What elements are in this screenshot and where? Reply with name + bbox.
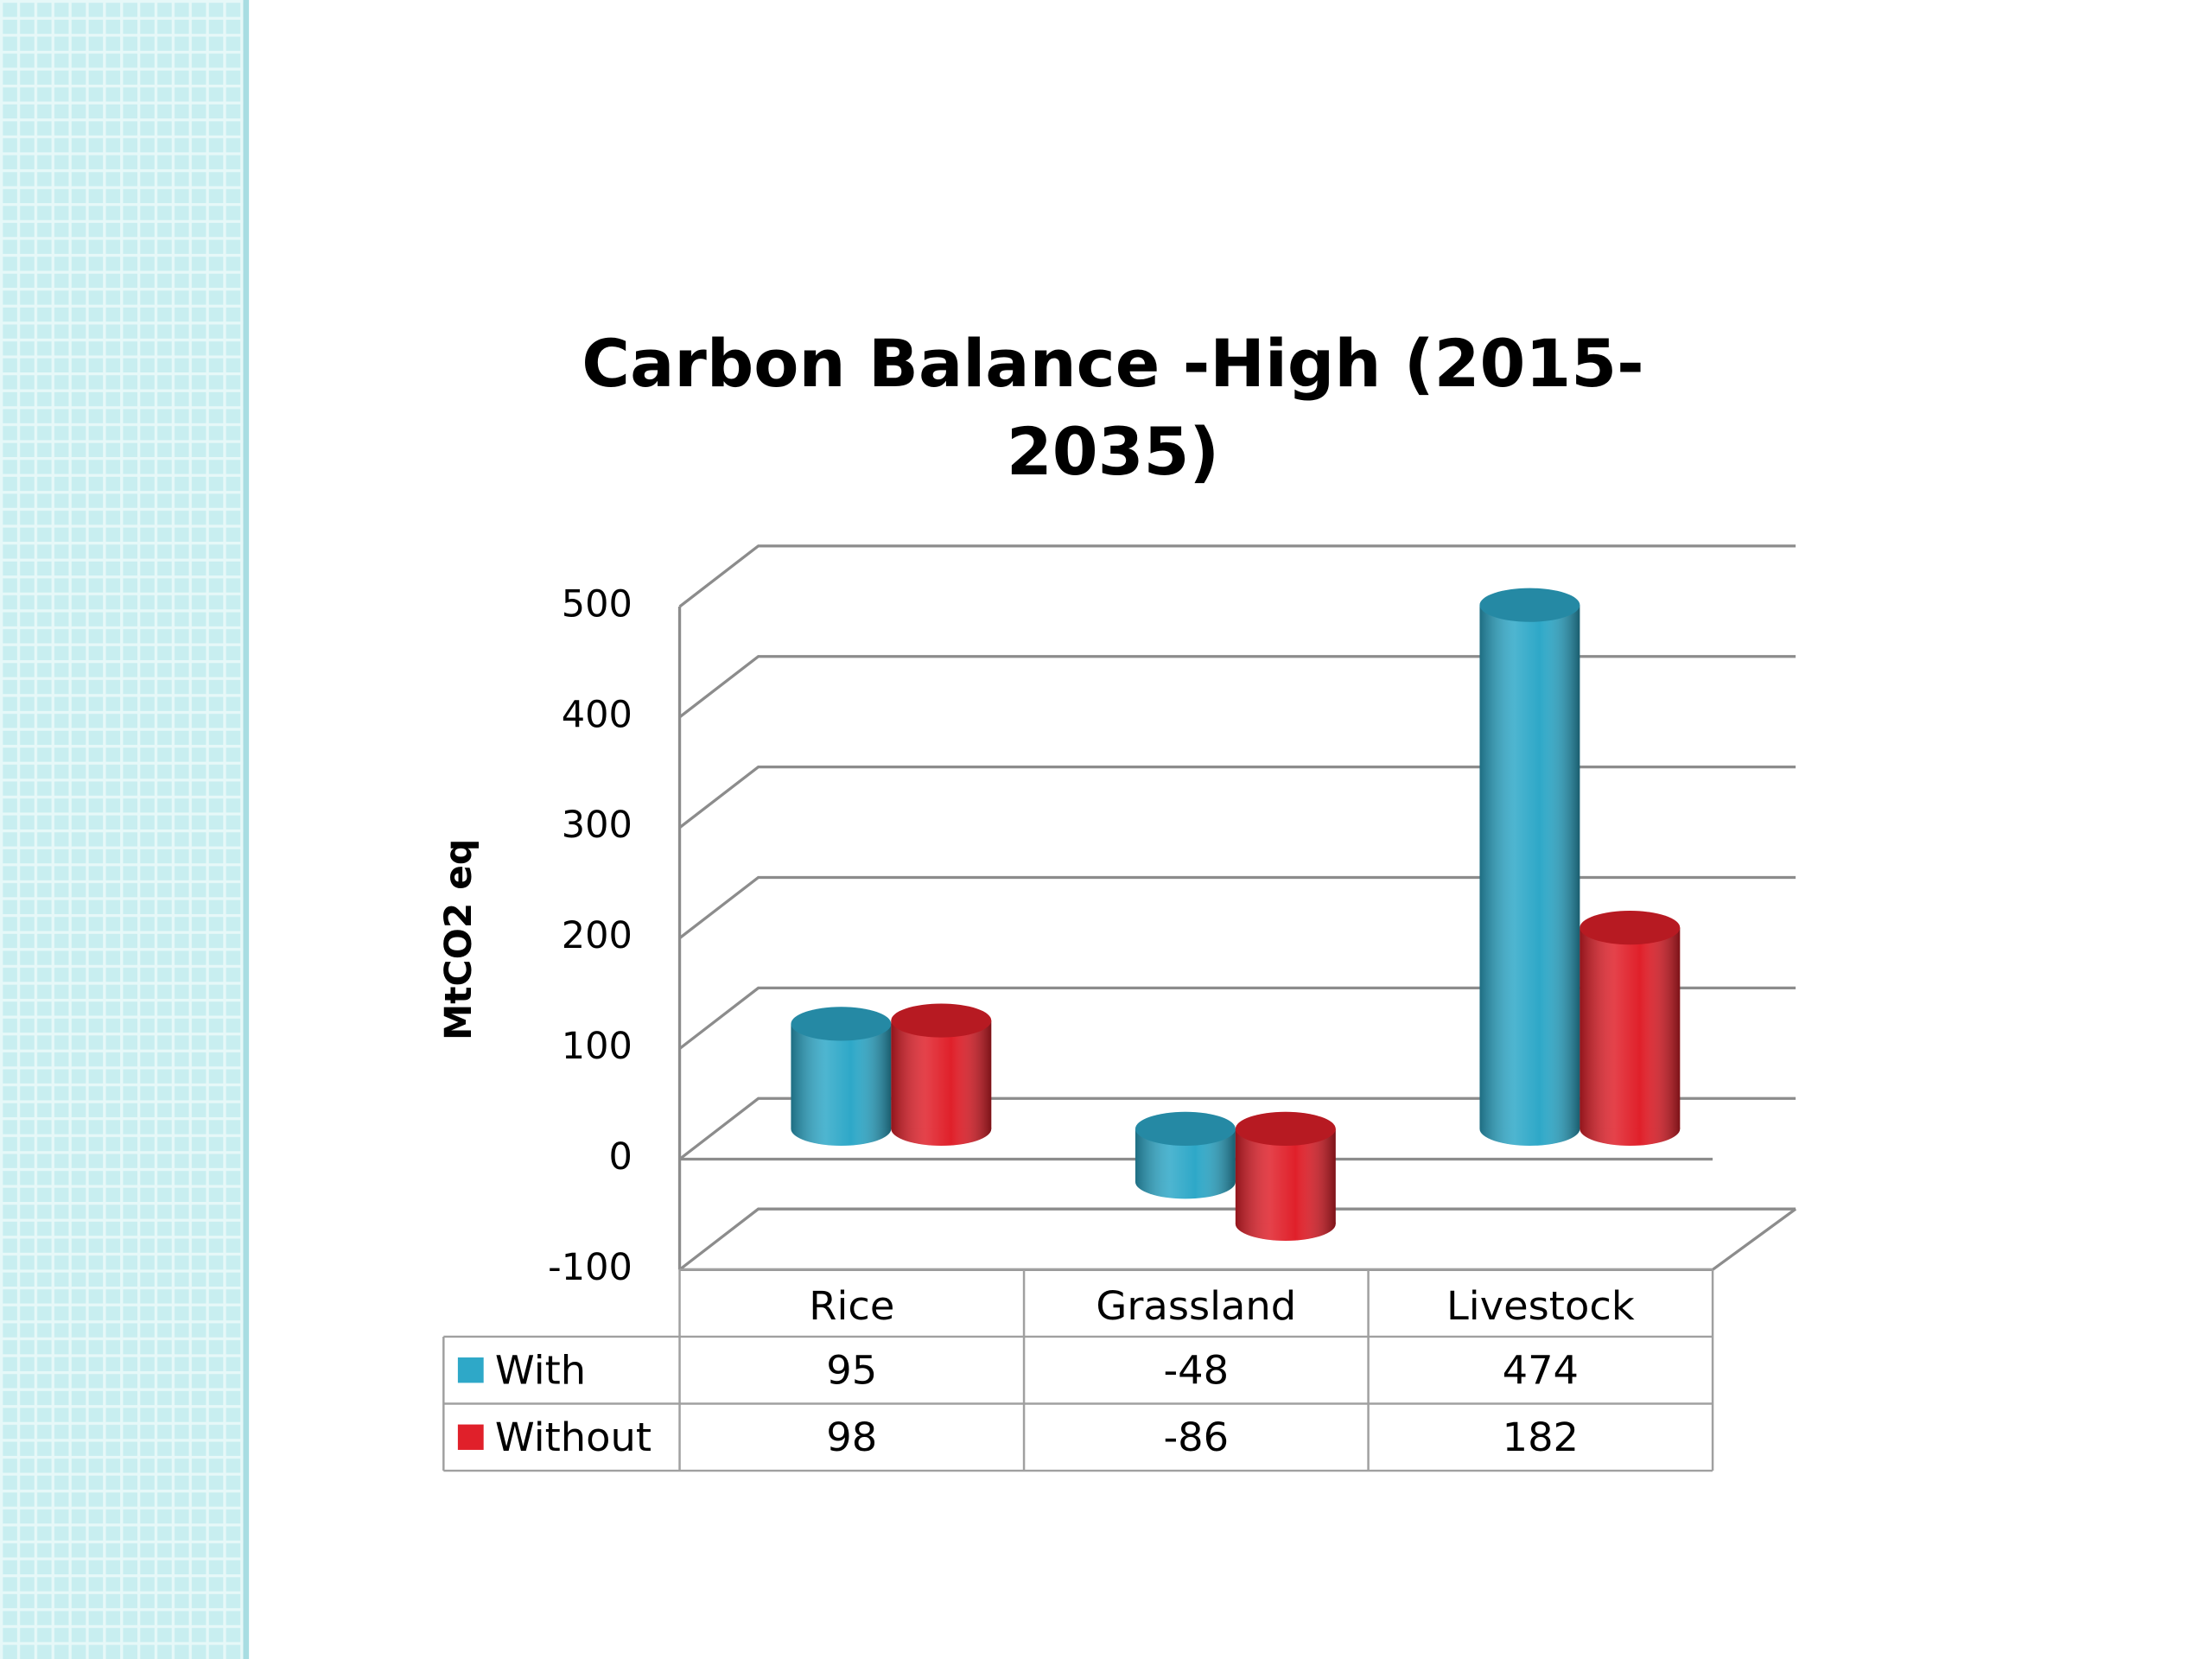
y-axis-label: MtCO2 eq xyxy=(437,839,480,1040)
bar-top-shade xyxy=(1580,911,1681,945)
grid-line xyxy=(678,986,1796,1050)
y-tick-label: 400 xyxy=(562,694,632,737)
table-value: 98 xyxy=(826,1414,877,1460)
bar-top xyxy=(1479,588,1580,622)
bar xyxy=(1580,911,1681,1146)
legend-label: Without xyxy=(495,1414,652,1460)
bar xyxy=(1479,588,1580,1146)
bar-top-shade xyxy=(1135,1111,1236,1146)
bar-top xyxy=(1580,911,1681,945)
x-tick-label: Rice xyxy=(809,1282,894,1329)
bar-top-shade xyxy=(1479,588,1580,622)
bar xyxy=(1235,1111,1336,1241)
table-value: -48 xyxy=(1163,1347,1229,1394)
grid-line xyxy=(678,1207,1796,1271)
bar-body-shade xyxy=(1479,605,1580,1129)
table-value: 182 xyxy=(1503,1414,1579,1460)
grid-line xyxy=(678,655,1796,719)
table-value: 474 xyxy=(1503,1347,1579,1394)
grid-line xyxy=(678,875,1796,940)
y-tick-label: 300 xyxy=(562,804,632,848)
y-tick-label: 200 xyxy=(562,914,632,957)
bar-body-shade xyxy=(891,1020,992,1129)
bar-top xyxy=(891,1003,992,1038)
grid-line xyxy=(678,765,1796,830)
legend-swatch xyxy=(457,1357,484,1383)
legend-label: With xyxy=(495,1347,586,1394)
legend-swatch xyxy=(457,1424,484,1450)
bar-top-shade xyxy=(1235,1111,1336,1146)
y-tick-label: -100 xyxy=(548,1246,632,1289)
grid-line xyxy=(678,544,1796,608)
x-tick-label: Livestock xyxy=(1446,1282,1635,1329)
grid-line xyxy=(678,1096,1796,1160)
bar xyxy=(791,1007,892,1146)
bar-top xyxy=(1135,1111,1236,1146)
bar-top xyxy=(791,1007,892,1041)
strip-edge xyxy=(243,0,250,1659)
chart-title: Carbon Balance -High (2015-2035) xyxy=(582,325,1644,490)
bar-top xyxy=(1235,1111,1336,1146)
bar-body-shade xyxy=(1580,927,1681,1129)
table-value: 95 xyxy=(826,1347,877,1394)
y-tick-label: 100 xyxy=(562,1025,632,1068)
bar xyxy=(1135,1111,1236,1199)
side-strip xyxy=(0,0,246,1659)
bar xyxy=(891,1003,992,1146)
bar-body-shade xyxy=(791,1023,892,1129)
x-tick-label: Grassland xyxy=(1096,1282,1296,1329)
table-value: -86 xyxy=(1163,1414,1229,1460)
y-tick-label: 0 xyxy=(609,1135,632,1179)
bar-top-shade xyxy=(891,1003,992,1038)
y-tick-label: 500 xyxy=(562,583,632,626)
bar-top-shade xyxy=(791,1007,892,1041)
